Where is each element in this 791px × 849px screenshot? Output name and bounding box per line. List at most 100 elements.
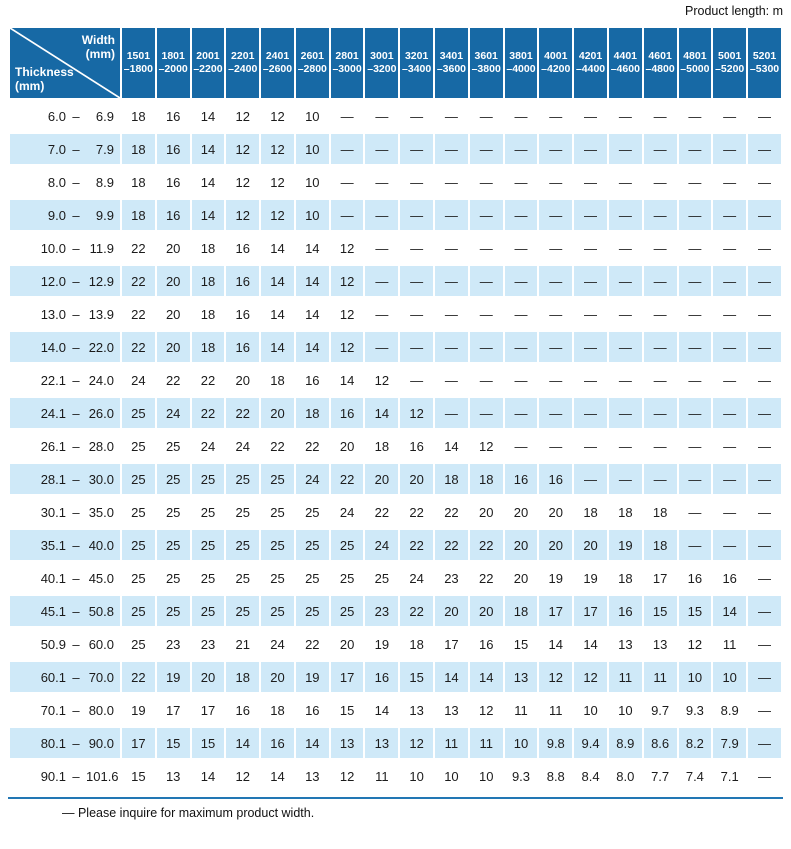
thickness-to: 11.9 — [89, 240, 114, 256]
length-value-cell: 24 — [156, 398, 190, 428]
length-value-cell: 14 — [261, 299, 294, 329]
width-range-header: 3801 –4000 — [504, 28, 538, 98]
length-value-cell: 15 — [643, 596, 677, 626]
length-value-cell: — — [365, 167, 399, 197]
width-range-header: 2601 –2800 — [295, 28, 329, 98]
width-axis-label: Width (mm) — [82, 33, 115, 61]
length-value-cell: 25 — [261, 563, 294, 593]
length-value-cell: 16 — [156, 134, 190, 164]
length-value-cell: 14 — [295, 266, 329, 296]
length-value-cell: — — [365, 134, 399, 164]
length-value-cell: 14 — [191, 200, 225, 230]
length-value-cell: 24 — [261, 629, 294, 659]
bottom-rule — [8, 797, 783, 799]
length-value-cell: 22 — [122, 233, 155, 263]
table-row: 40.1–45.0 25 25 25 25 25 25 25 25 24 23 22 20 19 19 18 1… — [10, 563, 781, 593]
length-value-cell: 14 — [191, 134, 225, 164]
length-value-cell: 18 — [504, 596, 538, 626]
length-value-cell: 18 — [608, 563, 642, 593]
table-row: 80.1–90.0 17 15 15 14 16 14 13 13 12 11 11 10 9.8 9.4 8… — [10, 728, 781, 758]
length-value-cell: 8.0 — [608, 761, 642, 791]
length-value-cell: 14 — [365, 695, 399, 725]
length-value-cell: 14 — [191, 167, 225, 197]
length-value-cell: — — [435, 134, 468, 164]
thickness-range: 26.1–28.0 — [10, 439, 120, 454]
range-dash: – — [72, 603, 80, 619]
length-value-cell: 24 — [330, 497, 364, 527]
length-value-cell: 12 — [330, 266, 364, 296]
length-value-cell: 14 — [191, 761, 225, 791]
range-dash: – — [72, 240, 80, 256]
length-value-cell: 20 — [261, 398, 294, 428]
length-value-cell: — — [748, 299, 781, 329]
length-value-cell: 18 — [365, 431, 399, 461]
length-value-cell: — — [504, 365, 538, 395]
length-value-cell: — — [643, 431, 677, 461]
width-axis-unit: (mm) — [85, 47, 115, 61]
length-value-cell: 25 — [295, 563, 329, 593]
thickness-range-cell: 45.1–50.8 — [10, 596, 120, 626]
table-row: 35.1–40.0 25 25 25 25 25 25 25 24 22 22 22 20 20 20 19 1… — [10, 530, 781, 560]
length-value-cell: 25 — [226, 497, 260, 527]
thickness-range: 24.1–26.0 — [10, 406, 120, 421]
length-value-cell: — — [748, 497, 781, 527]
length-value-cell: — — [678, 134, 712, 164]
length-value-cell: 20 — [156, 299, 190, 329]
width-range-header: 3001 –3200 — [365, 28, 399, 98]
length-value-cell: 22 — [295, 431, 329, 461]
length-value-cell: 22 — [400, 497, 434, 527]
thickness-to: 45.0 — [88, 570, 114, 586]
length-value-cell: 12 — [261, 200, 294, 230]
length-value-cell: 13 — [435, 695, 468, 725]
length-value-cell: 22 — [261, 431, 294, 461]
thickness-range-cell: 70.1–80.0 — [10, 695, 120, 725]
thickness-range: 90.1–101.6 — [10, 769, 120, 784]
length-value-cell: 9.3 — [504, 761, 538, 791]
length-value-cell: — — [713, 530, 747, 560]
length-value-cell: — — [748, 662, 781, 692]
thickness-to: 28.0 — [88, 438, 114, 454]
length-value-cell: 8.9 — [713, 695, 747, 725]
thickness-to: 30.0 — [88, 471, 114, 487]
length-value-cell: 12 — [365, 365, 399, 395]
length-value-cell: — — [678, 464, 712, 494]
length-value-cell: — — [643, 266, 677, 296]
length-value-cell: — — [643, 332, 677, 362]
length-value-cell: 25 — [122, 398, 155, 428]
length-value-cell: 24 — [191, 431, 225, 461]
length-value-cell: 13 — [643, 629, 677, 659]
length-value-cell: 18 — [191, 233, 225, 263]
thickness-range-cell: 8.0–8.9 — [10, 167, 120, 197]
length-value-cell: — — [435, 299, 468, 329]
length-value-cell: 12 — [330, 332, 364, 362]
length-value-cell: — — [574, 332, 607, 362]
length-value-cell: — — [643, 299, 677, 329]
table-row: 26.1–28.0 25 25 24 24 22 22 20 18 16 14 12— — — — — — — — — [10, 431, 781, 461]
length-value-cell: 15 — [400, 662, 434, 692]
length-value-cell: 11 — [365, 761, 399, 791]
length-value-cell: 25 — [226, 464, 260, 494]
length-value-cell: 20 — [574, 530, 607, 560]
length-value-cell: 25 — [295, 497, 329, 527]
width-range-header: 4401 –4600 — [608, 28, 642, 98]
length-value-cell: 16 — [226, 233, 260, 263]
table-row: 13.0–13.9 22 20 18 16 14 14 12— — — — — — — — — — — — — [10, 299, 781, 329]
length-value-cell: 25 — [226, 563, 260, 593]
length-value-cell: — — [539, 233, 573, 263]
thickness-range: 10.0–11.9 — [10, 241, 120, 256]
thickness-range-cell: 40.1–45.0 — [10, 563, 120, 593]
length-value-cell: 24 — [295, 464, 329, 494]
thickness-range-cell: 35.1–40.0 — [10, 530, 120, 560]
length-value-cell: 20 — [330, 629, 364, 659]
length-value-cell: 12 — [226, 101, 260, 131]
length-value-cell: 10 — [295, 101, 329, 131]
length-value-cell: 7.4 — [678, 761, 712, 791]
thickness-to: 9.9 — [95, 207, 114, 223]
length-value-cell: 11 — [504, 695, 538, 725]
length-value-cell: 19 — [574, 563, 607, 593]
length-value-cell: — — [365, 200, 399, 230]
length-value-cell: 9.8 — [539, 728, 573, 758]
length-value-cell: 17 — [539, 596, 573, 626]
thickness-axis-label: Thickness (mm) — [15, 65, 74, 93]
width-range-header: 1801 –2000 — [156, 28, 190, 98]
